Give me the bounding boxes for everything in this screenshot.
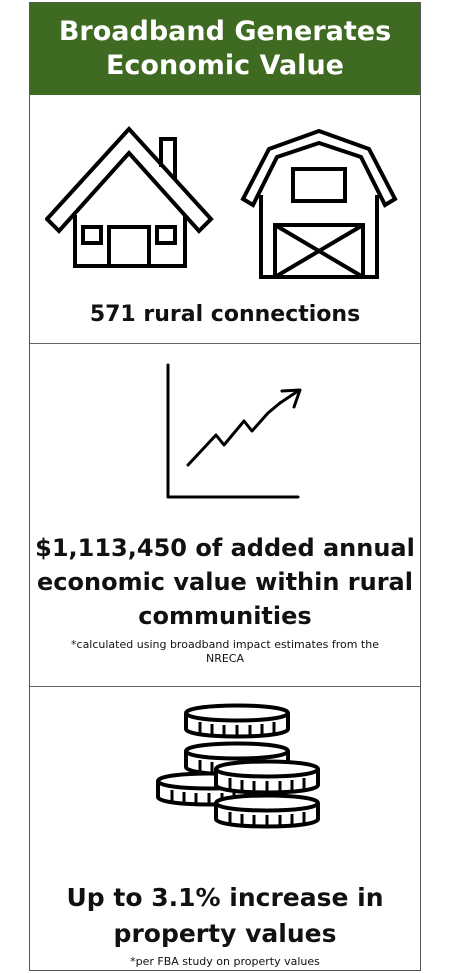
economic-value-caption: $1,113,450 of added annual economic valu… <box>30 531 420 633</box>
barn-icon <box>235 129 405 284</box>
house-icon <box>45 123 215 273</box>
economic-footnote-line-2: NRECA <box>205 652 245 665</box>
growth-chart-icon <box>160 363 310 503</box>
rural-connections-caption: 571 rural connections <box>89 302 361 327</box>
property-value-line-1: Up to 3.1% increase in <box>66 883 384 912</box>
header-title-line-1: Broadband Generates <box>58 16 392 47</box>
section-divider <box>30 686 420 687</box>
economic-value-line-3: communities <box>138 602 312 630</box>
economic-value-line-1: $1,113,450 of added annual <box>35 534 415 562</box>
property-value-caption: Up to 3.1% increase in property values <box>30 880 420 952</box>
header-title-line-2: Economic Value <box>105 50 344 81</box>
economic-footnote-line-1: *calculated using broadband impact estim… <box>71 638 379 651</box>
infographic-header: Broadband Generates Economic Value <box>30 3 420 95</box>
infographic-panel: Broadband Generates Economic Value <box>29 2 421 971</box>
section-divider <box>30 343 420 344</box>
coins-icon <box>146 697 322 847</box>
property-value-footnote: *per FBA study on property values <box>130 955 320 968</box>
economic-value-line-2: economic value within rural <box>37 568 413 596</box>
economic-value-footnote: *calculated using broadband impact estim… <box>30 638 420 666</box>
property-value-line-2: property values <box>113 919 337 948</box>
